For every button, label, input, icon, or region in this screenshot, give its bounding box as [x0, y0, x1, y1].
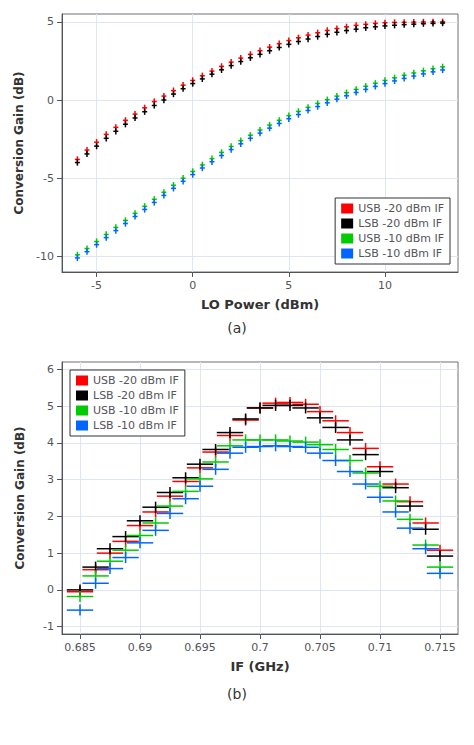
- svg-text:0: 0: [47, 583, 54, 596]
- svg-text:USB -20 dBm IF: USB -20 dBm IF: [93, 374, 179, 387]
- svg-text:LSB -20 dBm IF: LSB -20 dBm IF: [358, 217, 442, 230]
- svg-text:USB -10 dBm IF: USB -10 dBm IF: [93, 404, 179, 417]
- svg-text:LSB -10 dBm IF: LSB -10 dBm IF: [358, 247, 442, 260]
- svg-text:-10: -10: [36, 250, 54, 263]
- svg-text:0: 0: [189, 279, 196, 292]
- svg-text:-5: -5: [43, 172, 54, 185]
- svg-text:0.69: 0.69: [128, 641, 153, 654]
- svg-text:0.715: 0.715: [424, 641, 456, 654]
- svg-text:5: 5: [47, 400, 54, 413]
- svg-text:(a): (a): [227, 320, 247, 336]
- svg-text:3: 3: [47, 473, 54, 486]
- svg-text:6: 6: [47, 363, 54, 376]
- svg-text:Conversion Gain (dB): Conversion Gain (dB): [13, 426, 27, 569]
- svg-text:IF (GHz): IF (GHz): [230, 659, 289, 674]
- svg-text:LSB -10 dBm IF: LSB -10 dBm IF: [93, 419, 177, 432]
- svg-text:0.7: 0.7: [251, 641, 269, 654]
- svg-text:(b): (b): [227, 686, 247, 702]
- svg-text:Conversion Gain (dB): Conversion Gain (dB): [12, 71, 26, 214]
- svg-text:0.685: 0.685: [64, 641, 96, 654]
- svg-text:-1: -1: [43, 620, 54, 633]
- svg-text:4: 4: [47, 436, 54, 449]
- svg-text:10: 10: [378, 279, 392, 292]
- svg-text:0.695: 0.695: [184, 641, 216, 654]
- svg-text:0: 0: [47, 94, 54, 107]
- svg-text:-5: -5: [91, 279, 102, 292]
- svg-text:LSB -20 dBm IF: LSB -20 dBm IF: [93, 389, 177, 402]
- svg-text:1: 1: [47, 547, 54, 560]
- svg-text:0.71: 0.71: [368, 641, 393, 654]
- svg-text:5: 5: [285, 279, 292, 292]
- svg-text:LO Power (dBm): LO Power (dBm): [201, 297, 319, 312]
- svg-text:USB -20 dBm IF: USB -20 dBm IF: [358, 202, 444, 215]
- svg-text:USB -10 dBm IF: USB -10 dBm IF: [358, 232, 444, 245]
- svg-text:0.705: 0.705: [304, 641, 336, 654]
- svg-text:2: 2: [47, 510, 54, 523]
- svg-text:5: 5: [47, 15, 54, 28]
